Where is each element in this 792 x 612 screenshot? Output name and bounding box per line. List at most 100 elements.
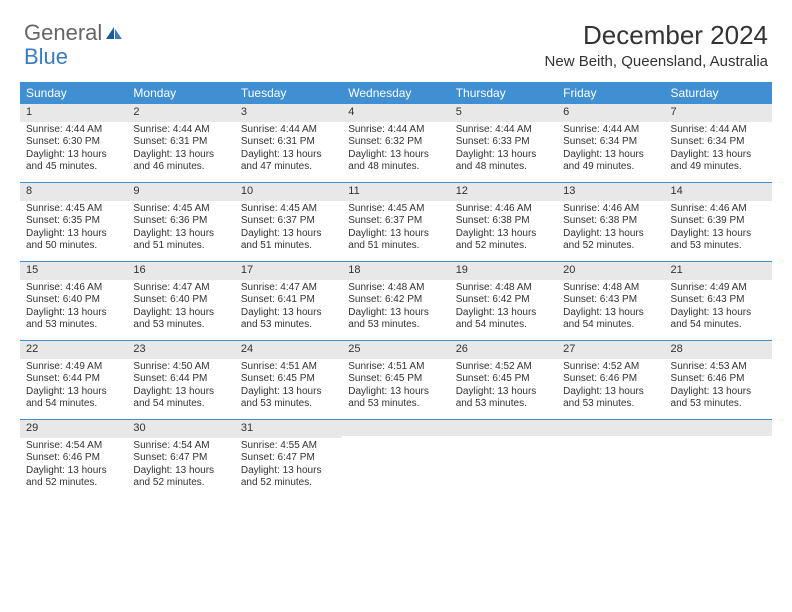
- day-body: Sunrise: 4:44 AMSunset: 6:32 PMDaylight:…: [342, 122, 449, 178]
- day-sunset: Sunset: 6:42 PM: [348, 294, 443, 307]
- day-sunrise: Sunrise: 4:52 AM: [456, 361, 551, 374]
- day-daylight1: Daylight: 13 hours: [133, 465, 228, 478]
- day-sunrise: Sunrise: 4:48 AM: [563, 282, 658, 295]
- day-sunset: Sunset: 6:31 PM: [133, 136, 228, 149]
- day-number: [557, 420, 664, 436]
- day-daylight2: and 52 minutes.: [456, 240, 551, 253]
- day-daylight1: Daylight: 13 hours: [133, 386, 228, 399]
- day-number: [342, 420, 449, 436]
- day-number: 5: [450, 104, 557, 122]
- day-cell: 7Sunrise: 4:44 AMSunset: 6:34 PMDaylight…: [665, 104, 772, 182]
- day-daylight1: Daylight: 13 hours: [348, 307, 443, 320]
- day-number: 11: [342, 183, 449, 201]
- day-body: Sunrise: 4:47 AMSunset: 6:40 PMDaylight:…: [127, 280, 234, 336]
- day-daylight2: and 53 minutes.: [241, 319, 336, 332]
- day-sunrise: Sunrise: 4:46 AM: [456, 203, 551, 216]
- day-number: 20: [557, 262, 664, 280]
- day-sunset: Sunset: 6:31 PM: [241, 136, 336, 149]
- day-sunrise: Sunrise: 4:44 AM: [456, 124, 551, 137]
- day-body: [665, 436, 772, 496]
- day-daylight2: and 49 minutes.: [671, 161, 766, 174]
- day-sunrise: Sunrise: 4:54 AM: [133, 440, 228, 453]
- day-body: Sunrise: 4:49 AMSunset: 6:43 PMDaylight:…: [665, 280, 772, 336]
- day-number: 27: [557, 341, 664, 359]
- day-daylight1: Daylight: 13 hours: [348, 149, 443, 162]
- day-daylight2: and 53 minutes.: [241, 398, 336, 411]
- day-number: 29: [20, 420, 127, 438]
- day-sunrise: Sunrise: 4:50 AM: [133, 361, 228, 374]
- day-cell: 28Sunrise: 4:53 AMSunset: 6:46 PMDayligh…: [665, 341, 772, 419]
- day-daylight1: Daylight: 13 hours: [348, 386, 443, 399]
- day-sunrise: Sunrise: 4:44 AM: [348, 124, 443, 137]
- day-body: Sunrise: 4:44 AMSunset: 6:31 PMDaylight:…: [127, 122, 234, 178]
- day-daylight1: Daylight: 13 hours: [26, 465, 121, 478]
- day-daylight2: and 53 minutes.: [348, 398, 443, 411]
- day-header: Friday: [557, 82, 664, 104]
- day-body: [557, 436, 664, 496]
- day-sunset: Sunset: 6:45 PM: [348, 373, 443, 386]
- day-sunset: Sunset: 6:47 PM: [133, 452, 228, 465]
- day-sunset: Sunset: 6:46 PM: [26, 452, 121, 465]
- day-daylight1: Daylight: 13 hours: [26, 386, 121, 399]
- day-sunrise: Sunrise: 4:46 AM: [671, 203, 766, 216]
- day-number: 25: [342, 341, 449, 359]
- day-header: Monday: [127, 82, 234, 104]
- day-sunset: Sunset: 6:41 PM: [241, 294, 336, 307]
- day-daylight2: and 51 minutes.: [133, 240, 228, 253]
- day-sunrise: Sunrise: 4:44 AM: [133, 124, 228, 137]
- day-sunset: Sunset: 6:42 PM: [456, 294, 551, 307]
- day-sunrise: Sunrise: 4:54 AM: [26, 440, 121, 453]
- logo: General: [24, 20, 126, 46]
- week-row: 1Sunrise: 4:44 AMSunset: 6:30 PMDaylight…: [20, 104, 772, 183]
- day-sunrise: Sunrise: 4:44 AM: [241, 124, 336, 137]
- day-daylight2: and 53 minutes.: [563, 398, 658, 411]
- day-sunset: Sunset: 6:40 PM: [133, 294, 228, 307]
- day-number: 24: [235, 341, 342, 359]
- day-daylight2: and 50 minutes.: [26, 240, 121, 253]
- day-body: [450, 436, 557, 496]
- day-number: 3: [235, 104, 342, 122]
- day-cell: 12Sunrise: 4:46 AMSunset: 6:38 PMDayligh…: [450, 183, 557, 261]
- day-sunset: Sunset: 6:30 PM: [26, 136, 121, 149]
- day-cell: 4Sunrise: 4:44 AMSunset: 6:32 PMDaylight…: [342, 104, 449, 182]
- day-header: Sunday: [20, 82, 127, 104]
- day-body: Sunrise: 4:48 AMSunset: 6:42 PMDaylight:…: [342, 280, 449, 336]
- day-daylight1: Daylight: 13 hours: [671, 228, 766, 241]
- day-sunset: Sunset: 6:37 PM: [241, 215, 336, 228]
- day-daylight2: and 52 minutes.: [241, 477, 336, 490]
- day-number: 4: [342, 104, 449, 122]
- day-daylight2: and 52 minutes.: [26, 477, 121, 490]
- day-cell: 2Sunrise: 4:44 AMSunset: 6:31 PMDaylight…: [127, 104, 234, 182]
- day-header: Wednesday: [342, 82, 449, 104]
- day-number: 28: [665, 341, 772, 359]
- day-number: 18: [342, 262, 449, 280]
- day-header: Tuesday: [235, 82, 342, 104]
- day-number: 7: [665, 104, 772, 122]
- day-body: Sunrise: 4:52 AMSunset: 6:46 PMDaylight:…: [557, 359, 664, 415]
- title-block: December 2024 New Beith, Queensland, Aus…: [545, 20, 768, 70]
- day-cell: 31Sunrise: 4:55 AMSunset: 6:47 PMDayligh…: [235, 420, 342, 498]
- week-row: 15Sunrise: 4:46 AMSunset: 6:40 PMDayligh…: [20, 262, 772, 341]
- day-cell: 3Sunrise: 4:44 AMSunset: 6:31 PMDaylight…: [235, 104, 342, 182]
- day-daylight2: and 53 minutes.: [26, 319, 121, 332]
- day-header: Thursday: [450, 82, 557, 104]
- day-body: Sunrise: 4:55 AMSunset: 6:47 PMDaylight:…: [235, 438, 342, 494]
- day-cell: [450, 420, 557, 498]
- day-daylight1: Daylight: 13 hours: [241, 465, 336, 478]
- day-daylight1: Daylight: 13 hours: [456, 149, 551, 162]
- day-cell: 22Sunrise: 4:49 AMSunset: 6:44 PMDayligh…: [20, 341, 127, 419]
- day-number: 13: [557, 183, 664, 201]
- day-sunrise: Sunrise: 4:44 AM: [26, 124, 121, 137]
- day-sunset: Sunset: 6:43 PM: [563, 294, 658, 307]
- day-sunrise: Sunrise: 4:53 AM: [671, 361, 766, 374]
- day-cell: 23Sunrise: 4:50 AMSunset: 6:44 PMDayligh…: [127, 341, 234, 419]
- day-sunset: Sunset: 6:35 PM: [26, 215, 121, 228]
- day-sunrise: Sunrise: 4:47 AM: [133, 282, 228, 295]
- day-daylight2: and 51 minutes.: [241, 240, 336, 253]
- day-daylight1: Daylight: 13 hours: [26, 149, 121, 162]
- day-number: 17: [235, 262, 342, 280]
- day-cell: 15Sunrise: 4:46 AMSunset: 6:40 PMDayligh…: [20, 262, 127, 340]
- day-number: 15: [20, 262, 127, 280]
- logo-sail-icon: [104, 25, 124, 41]
- day-number: 21: [665, 262, 772, 280]
